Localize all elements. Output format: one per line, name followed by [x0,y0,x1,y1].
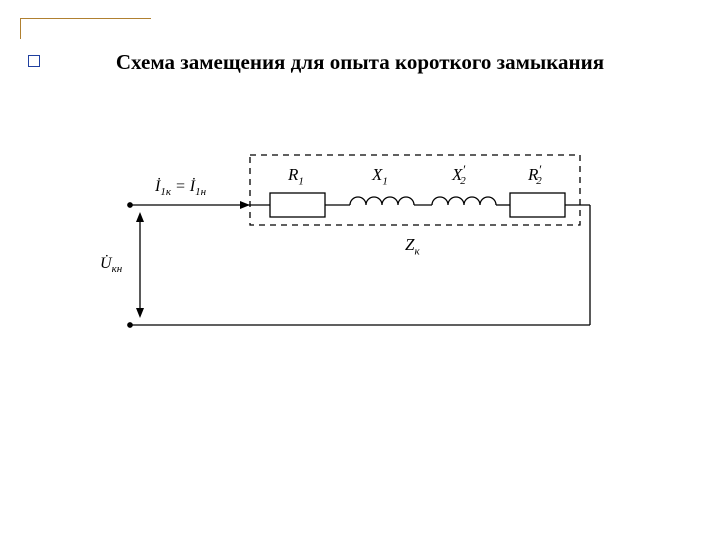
label-voltage: U̇кн [100,255,122,275]
label-zk: Zк [405,235,420,257]
label-x2: X′2 [452,165,471,187]
label-current: İ1к = İ1н [155,178,206,198]
label-r2: R′2 [528,165,547,187]
label-r1: R1 [288,165,304,187]
label-x1: X1 [372,165,388,187]
